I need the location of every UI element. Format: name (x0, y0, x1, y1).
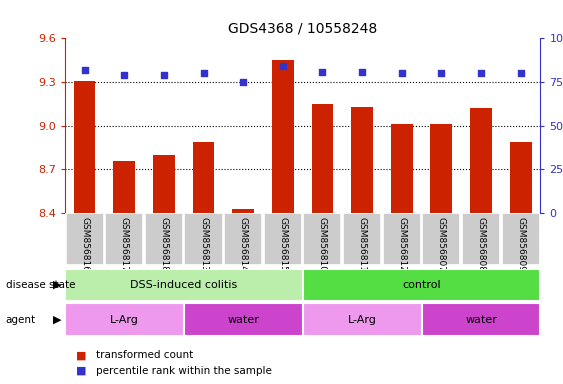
Bar (224, 213, 262, 265)
Text: water: water (227, 314, 259, 325)
Bar (65, 269, 303, 301)
Bar (431, 124, 452, 213)
Text: percentile rank within the sample: percentile rank within the sample (96, 366, 271, 376)
Bar (383, 213, 421, 265)
Bar (184, 303, 303, 336)
Text: water: water (465, 314, 497, 325)
Bar (303, 213, 342, 265)
Text: GSM856815: GSM856815 (278, 217, 287, 272)
Bar (303, 269, 540, 301)
Text: GSM856809: GSM856809 (516, 217, 525, 272)
Point (358, 68, 367, 74)
Bar (153, 155, 175, 213)
Point (437, 70, 446, 76)
Point (318, 68, 327, 74)
Title: GDS4368 / 10558248: GDS4368 / 10558248 (228, 22, 377, 36)
Bar (74, 81, 96, 213)
Text: GSM856812: GSM856812 (397, 217, 406, 272)
Text: GSM856818: GSM856818 (159, 217, 168, 272)
Point (476, 70, 485, 76)
Point (80, 67, 89, 73)
Bar (233, 209, 254, 213)
Bar (351, 107, 373, 213)
Bar (510, 142, 531, 213)
Text: control: control (402, 280, 441, 290)
Point (397, 70, 406, 76)
Text: GSM856807: GSM856807 (437, 217, 446, 272)
Bar (263, 213, 302, 265)
Bar (391, 124, 413, 213)
Text: ▶: ▶ (53, 314, 62, 325)
Point (159, 72, 168, 78)
Bar (311, 104, 333, 213)
Bar (65, 303, 184, 336)
Bar (422, 303, 540, 336)
Text: GSM856811: GSM856811 (358, 217, 367, 272)
Point (120, 72, 129, 78)
Point (278, 63, 287, 70)
Bar (343, 213, 381, 265)
Text: ▶: ▶ (53, 280, 62, 290)
Text: transformed count: transformed count (96, 350, 193, 360)
Bar (462, 213, 500, 265)
Bar (105, 213, 143, 265)
Text: L-Arg: L-Arg (347, 314, 377, 325)
Bar (502, 213, 540, 265)
Point (199, 70, 208, 76)
Bar (422, 213, 461, 265)
Text: disease state: disease state (6, 280, 75, 290)
Text: GSM856817: GSM856817 (120, 217, 129, 272)
Text: GSM856816: GSM856816 (80, 217, 89, 272)
Bar (193, 142, 215, 213)
Bar (303, 303, 422, 336)
Text: L-Arg: L-Arg (110, 314, 138, 325)
Text: agent: agent (6, 314, 36, 325)
Bar (470, 108, 492, 213)
Text: GSM856808: GSM856808 (476, 217, 485, 272)
Bar (272, 60, 294, 213)
Bar (65, 213, 104, 265)
Text: GSM856810: GSM856810 (318, 217, 327, 272)
Text: GSM856813: GSM856813 (199, 217, 208, 272)
Text: GSM856814: GSM856814 (239, 217, 248, 272)
Point (239, 79, 248, 85)
Bar (145, 213, 183, 265)
Text: ■: ■ (76, 366, 87, 376)
Point (516, 70, 525, 76)
Bar (113, 161, 135, 213)
Bar (185, 213, 222, 265)
Text: DSS-induced colitis: DSS-induced colitis (130, 280, 237, 290)
Text: ■: ■ (76, 350, 87, 360)
